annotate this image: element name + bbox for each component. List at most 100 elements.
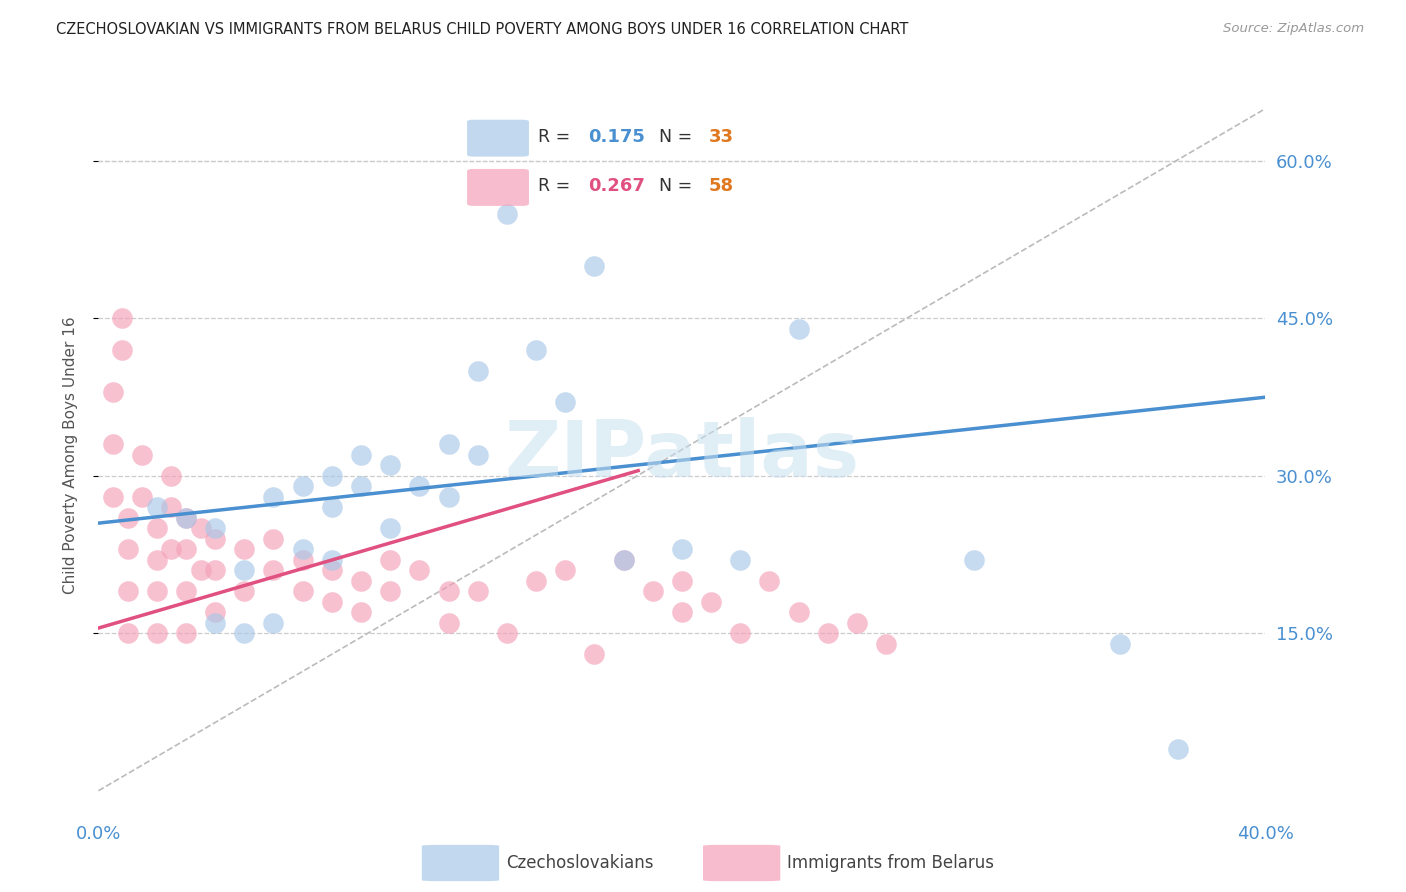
Point: [787, 322, 810, 336]
Text: 0.267: 0.267: [588, 178, 644, 195]
Point: [146, 626, 169, 640]
Point: [117, 584, 139, 599]
Point: [378, 584, 402, 599]
Point: [524, 574, 547, 588]
Point: [190, 521, 212, 535]
Point: [146, 521, 169, 535]
Point: [728, 626, 751, 640]
Point: [291, 479, 314, 493]
Point: [160, 500, 183, 515]
Point: [174, 584, 197, 599]
Point: [1108, 637, 1130, 651]
Point: [467, 448, 489, 462]
Point: [817, 626, 839, 640]
Point: [875, 637, 897, 651]
Point: [845, 615, 868, 630]
Point: [495, 626, 517, 640]
Point: [291, 542, 314, 557]
Point: [437, 490, 460, 504]
Point: [467, 364, 489, 378]
Point: [204, 563, 226, 577]
Point: [1167, 741, 1189, 756]
Point: [117, 511, 139, 525]
Point: [101, 437, 124, 451]
Point: [350, 574, 373, 588]
Text: R =: R =: [538, 128, 571, 146]
Point: [467, 584, 489, 599]
Point: [321, 500, 343, 515]
Point: [350, 479, 373, 493]
Point: [554, 395, 576, 409]
Point: [131, 448, 153, 462]
Point: [101, 490, 124, 504]
Point: [671, 542, 693, 557]
FancyBboxPatch shape: [467, 169, 529, 206]
Text: ZIPatlas: ZIPatlas: [505, 417, 859, 493]
Point: [117, 626, 139, 640]
Point: [174, 511, 197, 525]
Text: Source: ZipAtlas.com: Source: ZipAtlas.com: [1223, 22, 1364, 36]
Text: CZECHOSLOVAKIAN VS IMMIGRANTS FROM BELARUS CHILD POVERTY AMONG BOYS UNDER 16 COR: CZECHOSLOVAKIAN VS IMMIGRANTS FROM BELAR…: [56, 22, 908, 37]
Text: N =: N =: [659, 178, 692, 195]
Point: [408, 563, 430, 577]
Point: [408, 479, 430, 493]
Point: [787, 605, 810, 619]
Text: Immigrants from Belarus: Immigrants from Belarus: [787, 854, 994, 872]
Point: [700, 595, 723, 609]
Point: [641, 584, 664, 599]
Point: [583, 259, 606, 273]
Point: [437, 615, 460, 630]
Point: [111, 311, 134, 326]
Point: [146, 553, 169, 567]
Point: [233, 626, 256, 640]
Point: [190, 563, 212, 577]
Point: [174, 626, 197, 640]
Point: [204, 615, 226, 630]
Y-axis label: Child Poverty Among Boys Under 16: Child Poverty Among Boys Under 16: [63, 316, 77, 594]
Point: [146, 584, 169, 599]
Point: [321, 563, 343, 577]
Point: [204, 521, 226, 535]
Point: [437, 584, 460, 599]
Text: 33: 33: [709, 128, 734, 146]
Point: [554, 563, 576, 577]
Point: [962, 553, 984, 567]
Point: [233, 584, 256, 599]
Point: [495, 206, 517, 220]
Point: [671, 574, 693, 588]
FancyBboxPatch shape: [467, 120, 529, 157]
Text: Czechoslovakians: Czechoslovakians: [506, 854, 654, 872]
FancyBboxPatch shape: [422, 845, 499, 881]
Point: [378, 458, 402, 473]
Point: [262, 563, 284, 577]
Point: [233, 563, 256, 577]
Point: [612, 553, 634, 567]
Text: R =: R =: [538, 178, 571, 195]
Point: [174, 511, 197, 525]
Point: [146, 500, 169, 515]
Point: [262, 490, 284, 504]
Point: [262, 615, 284, 630]
Point: [160, 469, 183, 483]
Text: 0.175: 0.175: [588, 128, 644, 146]
Text: N =: N =: [659, 128, 692, 146]
Point: [262, 532, 284, 546]
Point: [291, 584, 314, 599]
Point: [612, 553, 634, 567]
FancyBboxPatch shape: [703, 845, 780, 881]
Point: [204, 605, 226, 619]
Point: [758, 574, 780, 588]
Point: [728, 553, 751, 567]
Point: [101, 384, 124, 399]
Point: [117, 542, 139, 557]
Point: [524, 343, 547, 357]
Point: [321, 469, 343, 483]
Point: [291, 553, 314, 567]
Text: 58: 58: [709, 178, 734, 195]
Point: [378, 553, 402, 567]
Point: [378, 521, 402, 535]
Point: [131, 490, 153, 504]
Point: [350, 448, 373, 462]
Point: [350, 605, 373, 619]
Point: [437, 437, 460, 451]
